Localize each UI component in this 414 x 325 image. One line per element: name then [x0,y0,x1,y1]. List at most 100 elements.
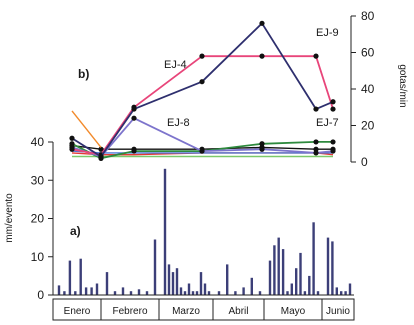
series-line [71,22,334,158]
bar [316,291,320,295]
month-label: Junio [326,306,350,317]
bar [242,287,245,295]
bar [340,291,343,295]
data-point [69,135,75,141]
left-y-tick-label: 30 [31,173,45,187]
data-point [131,148,137,154]
bar [137,289,141,295]
bar [121,287,125,295]
month-label: Marzo [172,306,200,317]
data-point [199,148,205,154]
bar [171,272,175,295]
bar [191,291,195,295]
month-label: Mayo [281,306,306,317]
bar [167,264,171,295]
left-y-tick-label: 40 [31,135,45,149]
data-point [313,106,319,112]
bar [163,168,167,295]
data-point [330,106,336,112]
data-point [330,148,336,154]
bar [303,291,307,295]
month-axis-box [52,298,355,321]
data-point [98,153,104,160]
series-line [71,110,102,148]
data-point [69,146,75,152]
bar [217,291,221,295]
left-y-tick-label: 20 [31,212,45,226]
data-point [131,106,137,112]
bar [258,291,262,295]
bar [179,287,183,295]
bar [290,283,293,295]
bar [175,268,179,295]
bar [277,237,280,295]
month-label: Febrero [112,306,147,317]
series-line [71,55,334,156]
bar [273,245,276,295]
data-point [259,146,265,152]
right-y-axis-title: gotas/min [397,64,408,107]
bar [226,264,229,295]
panel-label-b: b) [78,67,89,81]
bar [331,241,334,295]
bar [299,252,302,295]
bar [250,277,253,295]
bar [145,291,149,295]
bar [187,283,191,295]
series-label: EJ-9 [316,27,339,39]
bar [113,291,117,295]
data-point [98,146,104,152]
bar [195,291,199,295]
data-point [259,53,265,59]
data-point [69,141,75,147]
data-point [259,20,265,26]
bar [335,287,338,295]
bar [268,260,272,295]
bar [105,272,109,295]
axes [48,15,356,321]
data-point [330,99,336,105]
left-y-tick-label: 0 [37,288,44,302]
labels: 0 20 40 60 80 gotas/min EJ-9 EJ-4 EJ-8 EJ-7 b) 0 10 2… [4,9,408,317]
data-point [313,146,319,152]
bar [312,222,315,295]
bar [63,291,66,295]
data-point [199,53,205,59]
bar [207,291,211,295]
right-y-tick-label: 0 [361,155,368,169]
series-label: EJ-8 [167,117,190,129]
data-point [131,115,137,121]
bar [344,291,347,295]
data-point [199,79,205,85]
right-y-tick-label: 20 [361,119,375,133]
month-label: Enero [64,306,91,317]
series-label: EJ-4 [164,59,187,71]
bar [68,260,72,295]
bar [326,237,330,295]
bar-panel [57,168,352,295]
right-y-tick-label: 40 [361,82,375,96]
bar [95,283,99,295]
left-y-tick-label: 10 [31,250,45,264]
right-y-tick-label: 60 [361,46,375,60]
bar [286,291,289,295]
bar [203,283,207,295]
bar [183,291,187,295]
data-point [313,150,319,156]
panel-label-a: a) [70,224,81,238]
bar [348,283,352,295]
left-y-axis-title: mm/evento [4,193,15,243]
bar [57,285,61,295]
bar [234,291,237,295]
data-point [330,139,336,145]
data-point [259,141,265,147]
line-panel [69,20,336,161]
bar [308,275,311,295]
bar [84,287,88,295]
bar [129,291,133,295]
data-point [313,139,319,145]
bar [79,258,82,295]
data-point [313,53,319,59]
right-y-tick-label: 80 [361,9,375,23]
